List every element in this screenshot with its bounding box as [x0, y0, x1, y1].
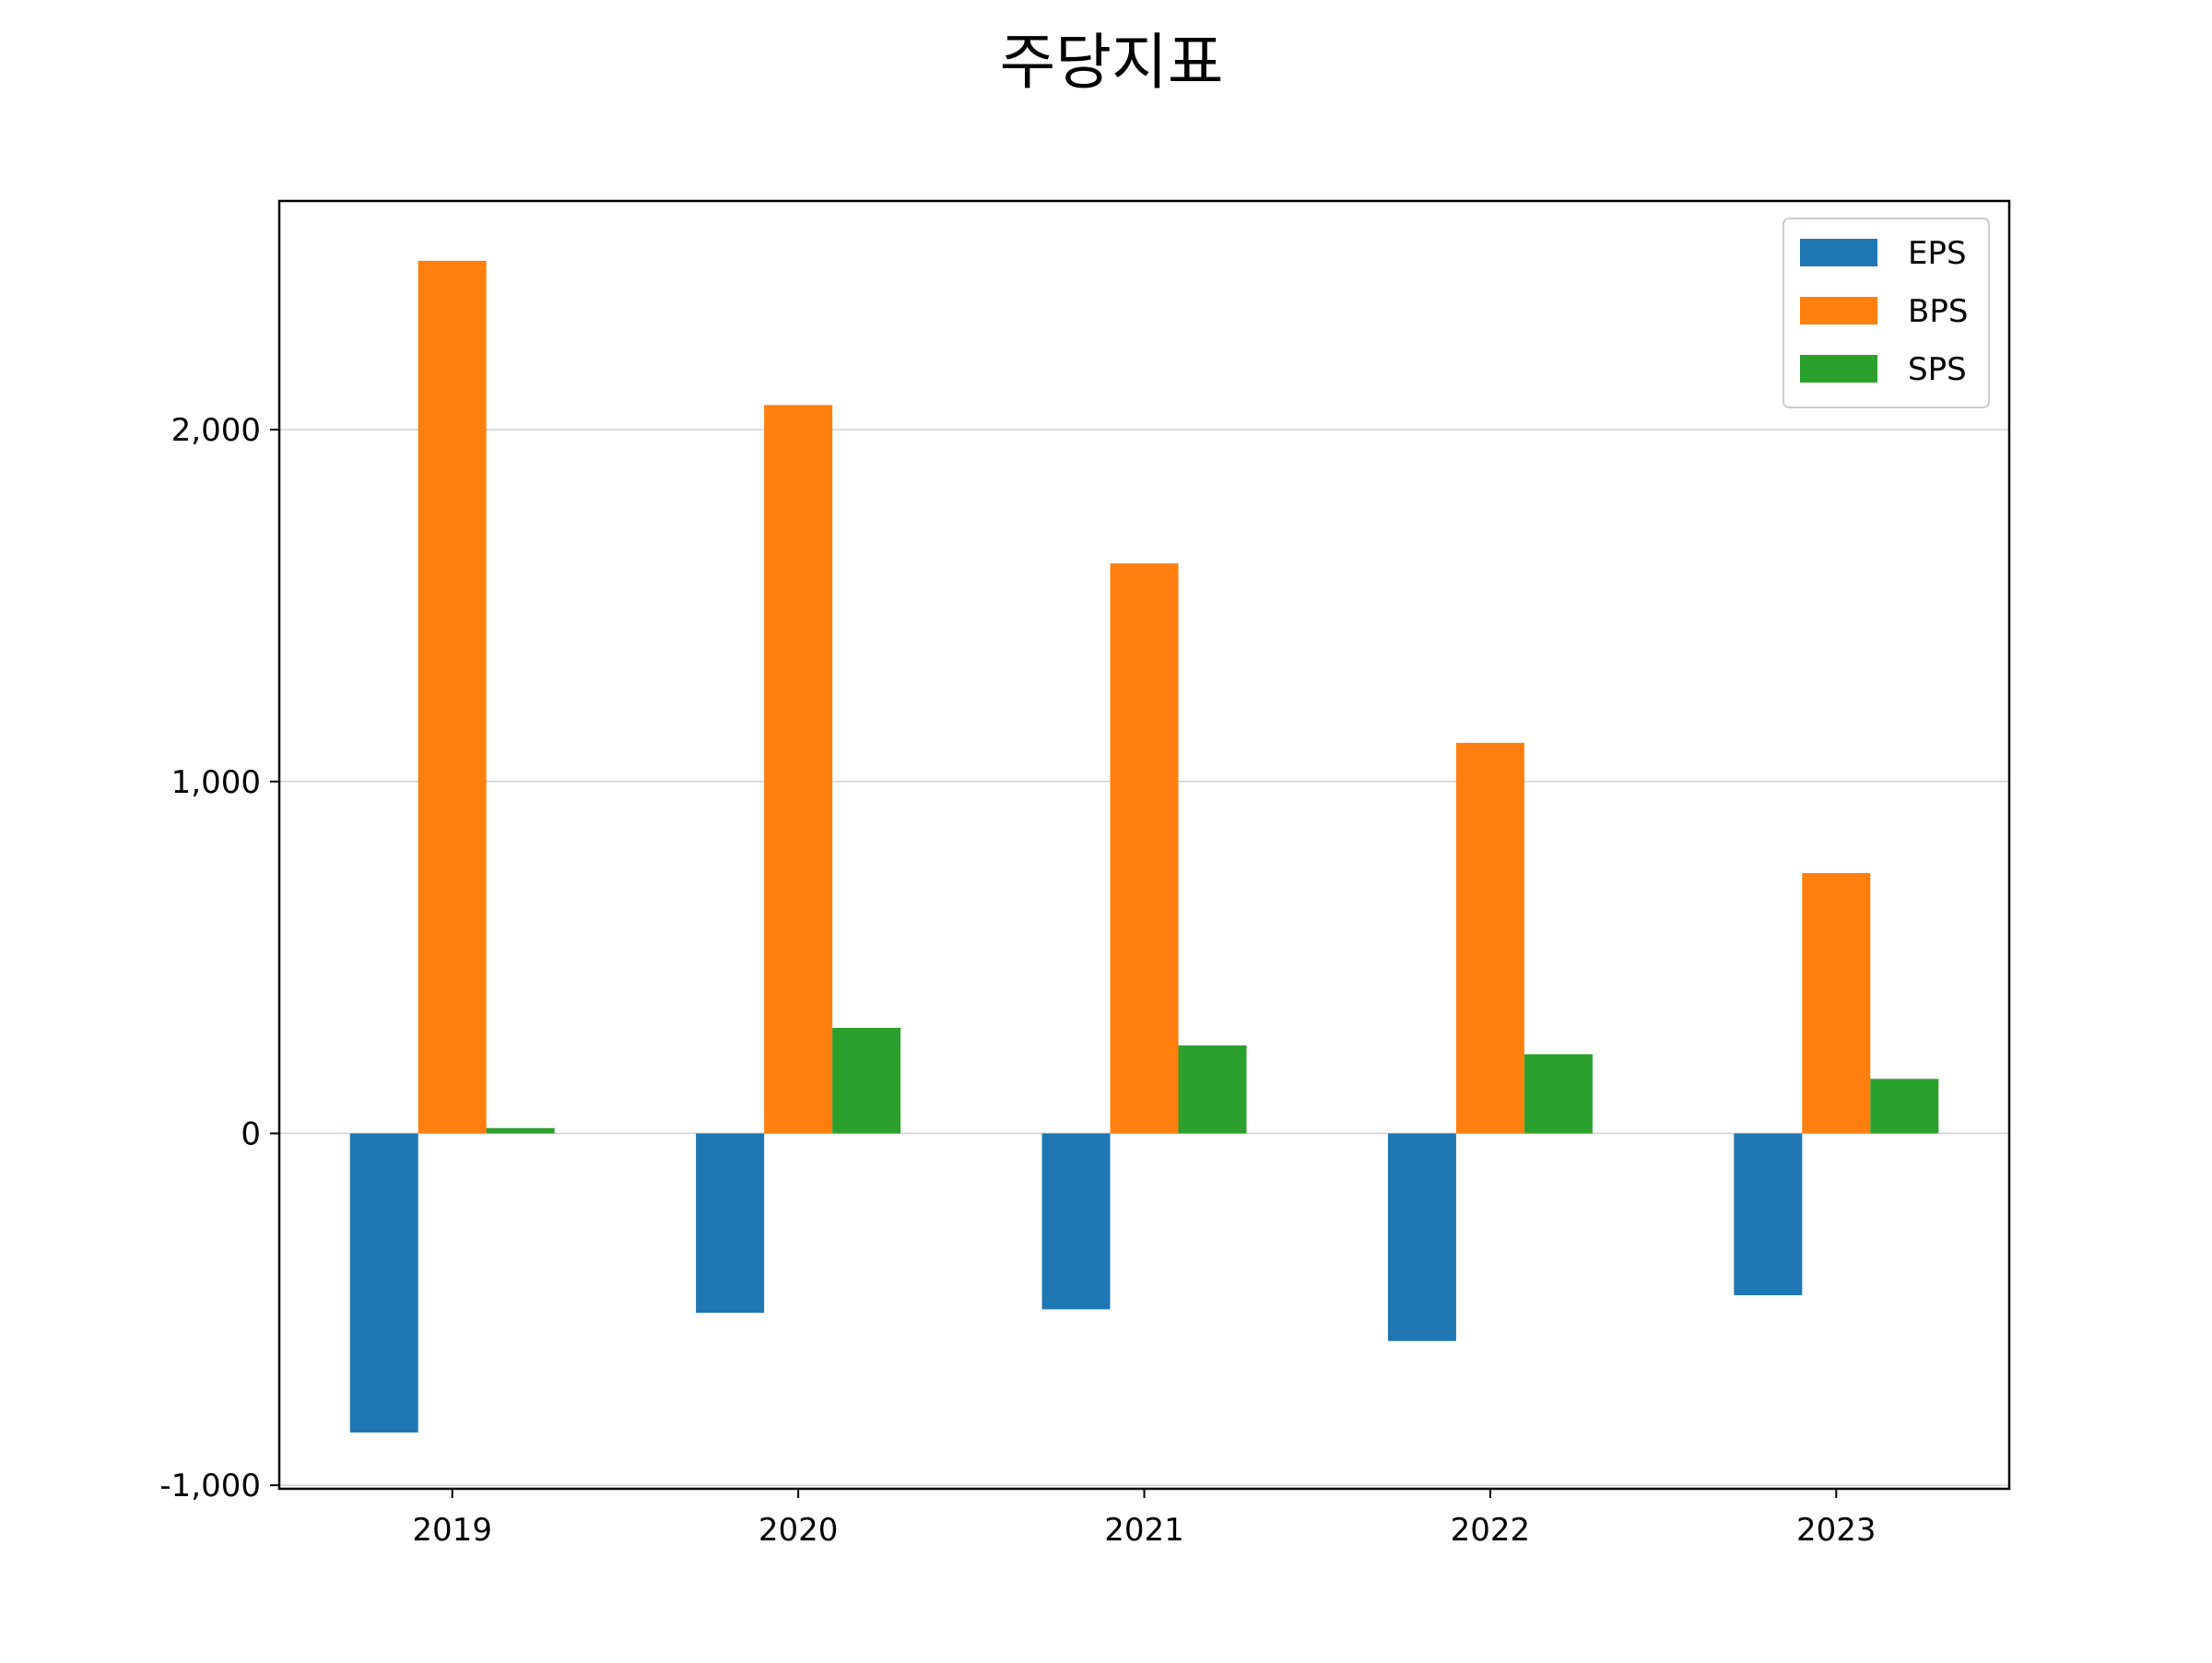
bar-eps — [1041, 1133, 1111, 1310]
y-tick-label: -1,000 — [159, 1468, 261, 1504]
bar-eps — [1734, 1133, 1803, 1296]
x-tick-label: 2023 — [1796, 1512, 1877, 1549]
legend-swatch-sps — [1800, 355, 1877, 383]
bar-bps — [1802, 873, 1871, 1134]
y-tick-label: 1,000 — [171, 764, 261, 801]
bar-eps — [696, 1133, 765, 1314]
x-tick-label: 2022 — [1451, 1512, 1531, 1549]
legend-swatch-eps — [1800, 239, 1877, 266]
bar-sps — [832, 1027, 901, 1134]
y-axis: -1,000 0 1,000 2,000 — [159, 412, 279, 1504]
bar-bps — [1455, 742, 1524, 1134]
legend-label-sps: SPS — [1908, 351, 1967, 388]
bar-sps — [486, 1127, 555, 1134]
y-tick-label: 2,000 — [171, 412, 261, 449]
bars — [349, 260, 1939, 1433]
bar-sps — [1870, 1079, 1939, 1134]
bar-eps — [1387, 1133, 1456, 1341]
legend: EPS BPS SPS — [1783, 218, 1990, 408]
legend-label-eps: EPS — [1908, 235, 1967, 272]
bar-bps — [1110, 563, 1179, 1134]
bar-bps — [764, 405, 833, 1134]
chart-title: 주당지표 — [1000, 27, 1224, 98]
bar-sps — [1524, 1054, 1593, 1134]
bar-bps — [418, 260, 487, 1134]
x-axis: 2019 2020 2021 2022 2023 — [412, 1489, 1877, 1549]
legend-swatch-bps — [1800, 297, 1877, 324]
y-tick-label: 0 — [241, 1115, 261, 1152]
bar-sps — [1178, 1045, 1247, 1134]
legend-label-bps: BPS — [1908, 293, 1968, 330]
x-tick-label: 2020 — [759, 1512, 839, 1549]
bar-eps — [349, 1133, 418, 1433]
x-tick-label: 2021 — [1104, 1512, 1184, 1549]
x-tick-label: 2019 — [412, 1512, 492, 1549]
